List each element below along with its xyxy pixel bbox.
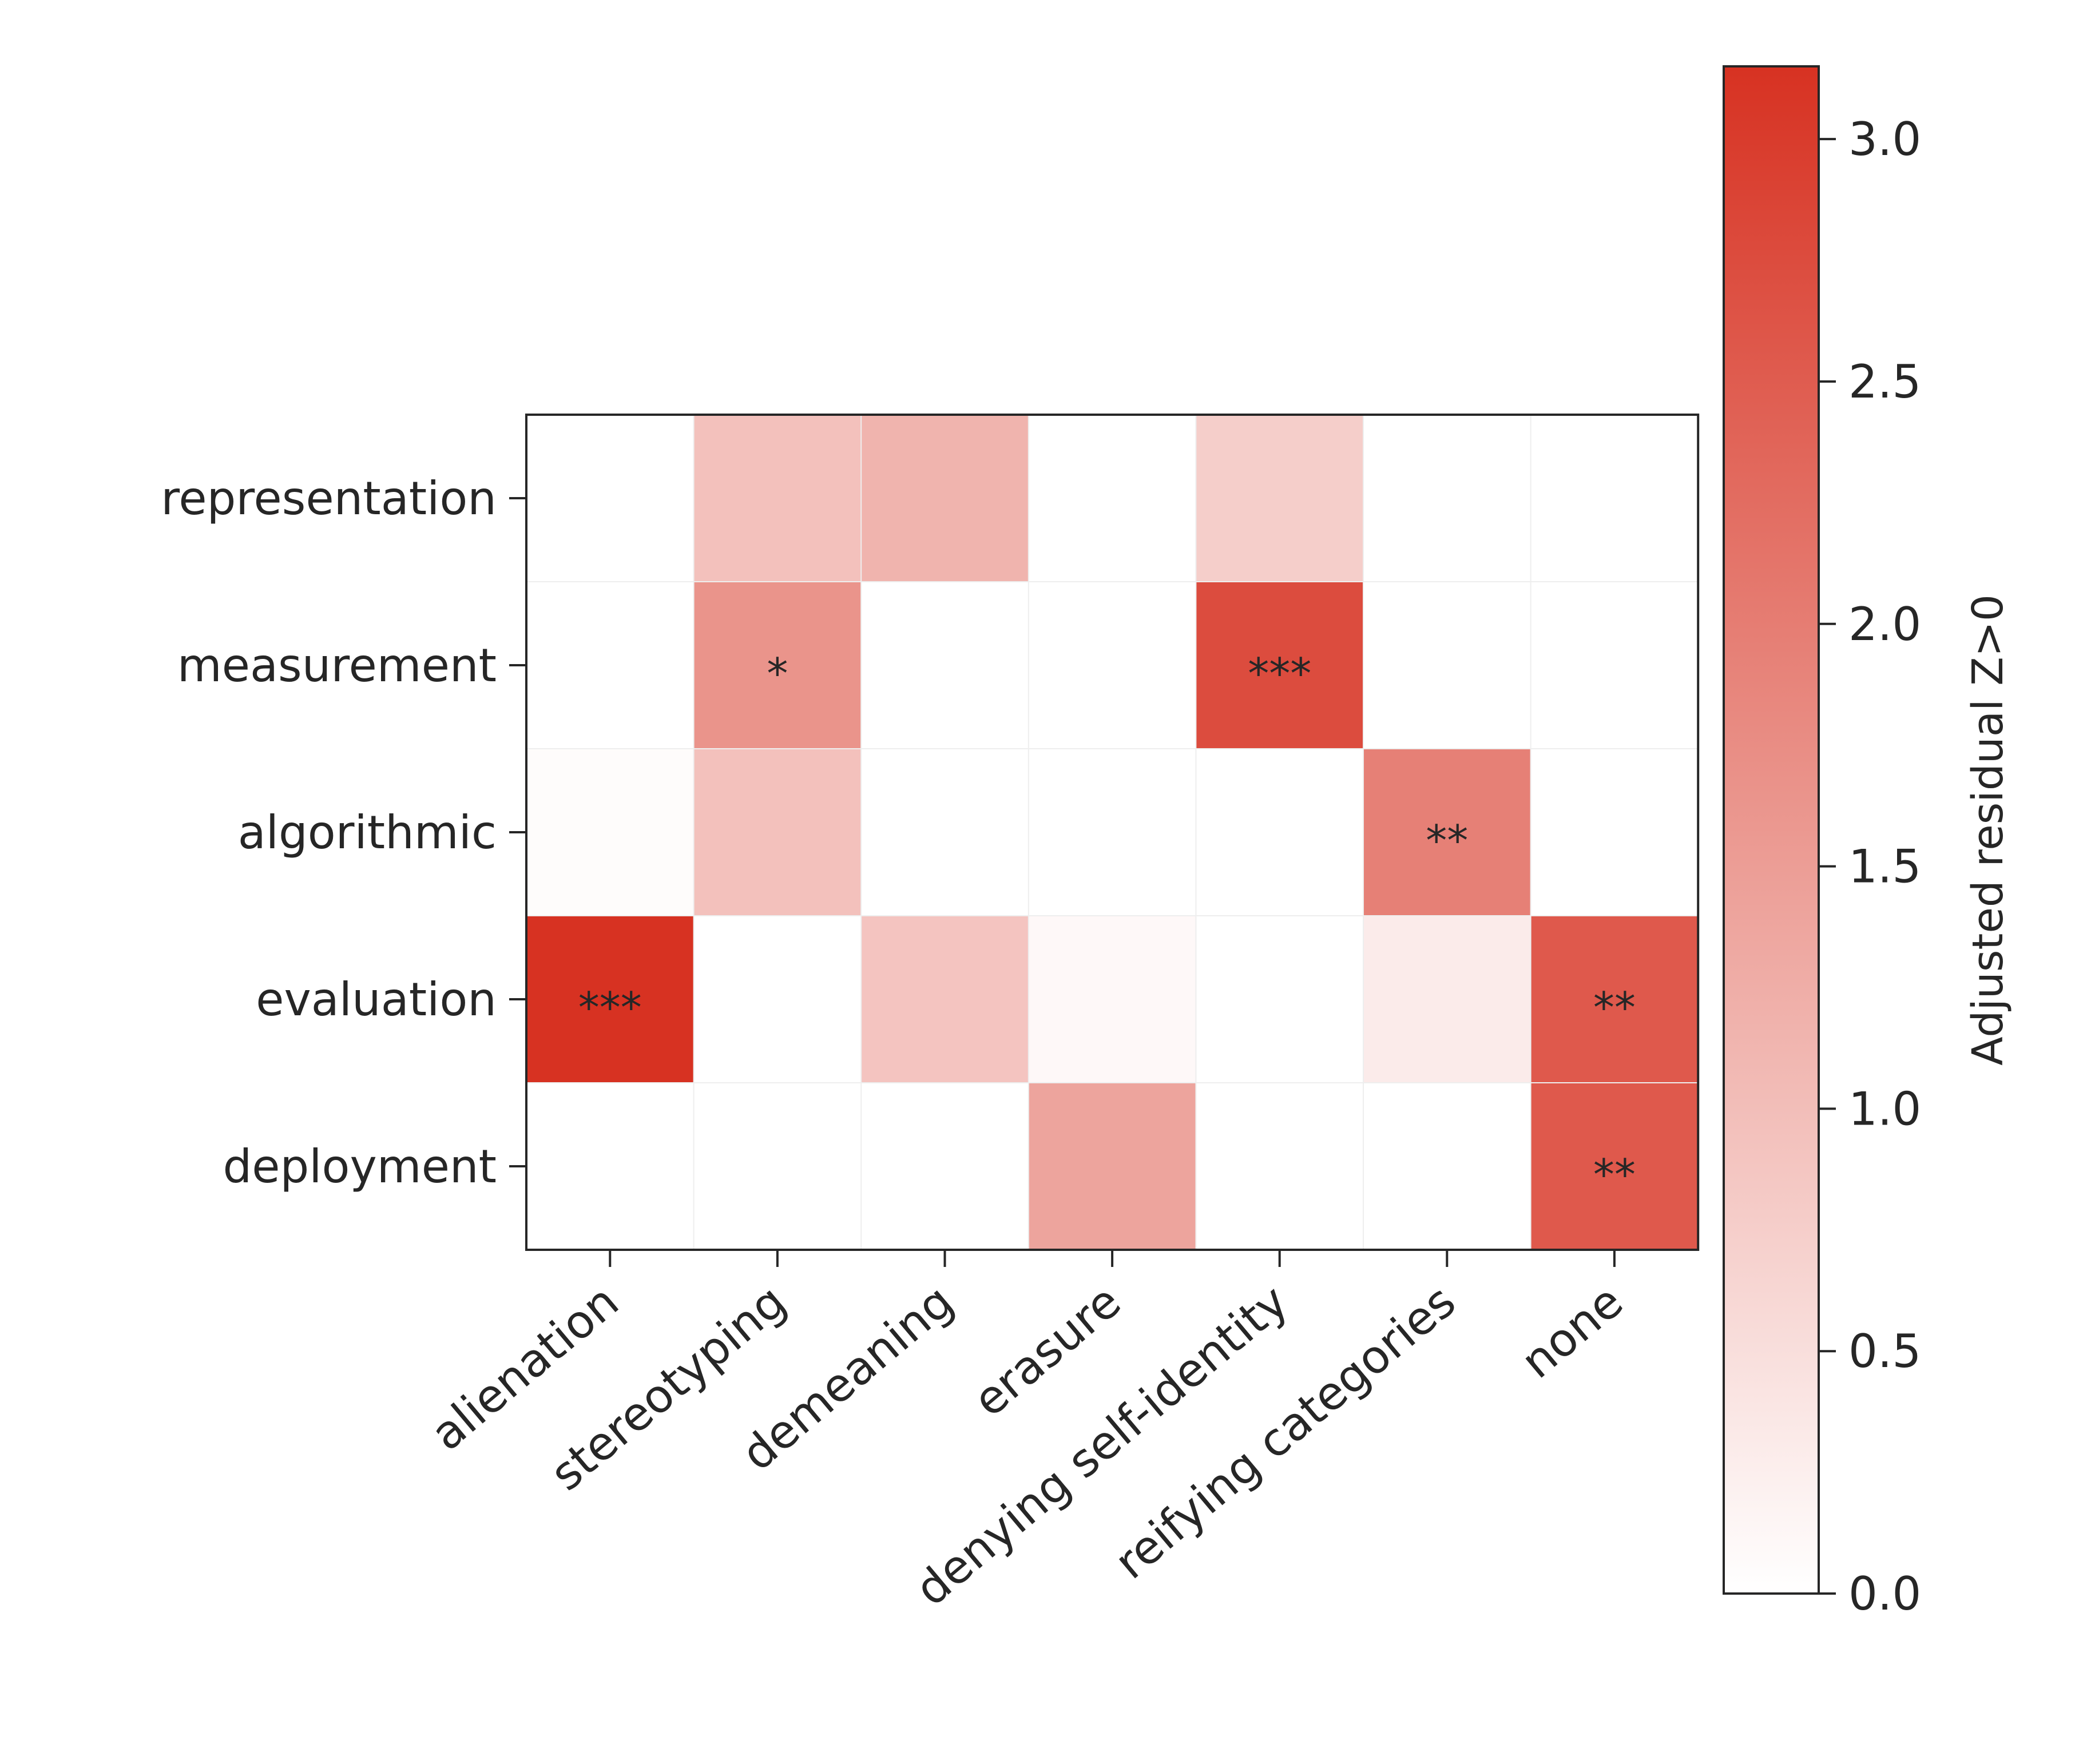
- heatmap-cell: [1196, 1083, 1363, 1250]
- heatmap-cell: [1028, 582, 1196, 749]
- heatmap-cell: [1530, 916, 1699, 1083]
- heatmap-cells: [526, 415, 1699, 1250]
- heatmap-cell: [1530, 415, 1699, 582]
- heatmap-cell: [693, 1083, 862, 1250]
- colorbar-tick-label: 2.0: [1848, 598, 1921, 651]
- colorbar-tick-label: 1.5: [1848, 840, 1921, 893]
- heatmap-cell: [1363, 582, 1531, 749]
- heatmap-cell: [1196, 749, 1363, 916]
- colorbar-tick-label: 0.0: [1848, 1567, 1921, 1620]
- heatmap-cell: [526, 415, 694, 582]
- heatmap-cell: [1530, 1083, 1699, 1250]
- heatmap-cell: [1028, 415, 1196, 582]
- x-tick-label: erasure: [963, 1274, 1131, 1427]
- cell-annotation: **: [1426, 816, 1468, 865]
- cell-annotation: ***: [1248, 649, 1311, 698]
- heatmap-cell: [693, 582, 862, 749]
- heatmap-cell: [1363, 415, 1531, 582]
- heatmap-cell: [861, 1083, 1029, 1250]
- heatmap-cell: [693, 415, 862, 582]
- y-tick-label: representation: [161, 472, 497, 525]
- colorbar-gradient: [1723, 65, 1820, 1595]
- heatmap-cell: [1196, 916, 1363, 1083]
- y-axis: representation measurement algorithmic eval…: [161, 472, 526, 1193]
- colorbar-tick-label: 3.0: [1848, 113, 1921, 166]
- heatmap-cell: [526, 1083, 694, 1250]
- colorbar-tick-label: 0.5: [1848, 1325, 1921, 1378]
- cell-annotation: ***: [578, 983, 642, 1032]
- heatmap-annotations: * ******** ****: [578, 649, 1636, 1199]
- heatmap-cell: [1363, 1083, 1531, 1250]
- heatmap-cell: [1530, 749, 1699, 916]
- colorbar: 0.0 0.5 1.0 1.5 2.0 2.5 3.0 Adjusted residual …: [1723, 65, 2013, 1620]
- heatmap-cell: [693, 749, 862, 916]
- heatmap-cell: [1363, 749, 1531, 916]
- y-tick-label: deployment: [223, 1140, 497, 1193]
- heatmap-cell: [861, 916, 1029, 1083]
- heatmap-gridlines: [526, 415, 1699, 1250]
- heatmap-cell: [526, 749, 694, 916]
- colorbar-label: Adjusted residual Z>0: [1963, 594, 2013, 1066]
- colorbar-tick-label: 1.0: [1848, 1082, 1921, 1135]
- heatmap-cell: [526, 916, 694, 1083]
- heatmap-cell: [1530, 582, 1699, 749]
- heatmap-cell: [861, 749, 1029, 916]
- heatmap-cell: [1196, 582, 1363, 749]
- cell-annotation: *: [767, 649, 788, 698]
- y-tick-label: algorithmic: [238, 806, 497, 859]
- heatmap-cell: [526, 582, 694, 749]
- heatmap-cell: [693, 916, 862, 1083]
- colorbar-ticks: 0.0 0.5 1.0 1.5 2.0 2.5 3.0: [1819, 113, 1921, 1620]
- cell-annotation: **: [1593, 1150, 1636, 1199]
- heatmap-cell: [861, 415, 1029, 582]
- x-tick-label: none: [1511, 1274, 1633, 1389]
- heatmap-cell: [1028, 1083, 1196, 1250]
- cell-annotation: **: [1593, 983, 1636, 1032]
- heatmap-cell: [1363, 916, 1531, 1083]
- colorbar-tick-label: 2.5: [1848, 355, 1921, 408]
- y-tick-label: measurement: [177, 639, 497, 692]
- heatmap-cell: [1196, 415, 1363, 582]
- heatmap-cell: [861, 582, 1029, 749]
- heatmap-cell: [1028, 749, 1196, 916]
- y-tick-label: evaluation: [256, 973, 497, 1026]
- heatmap-cell: [1028, 916, 1196, 1083]
